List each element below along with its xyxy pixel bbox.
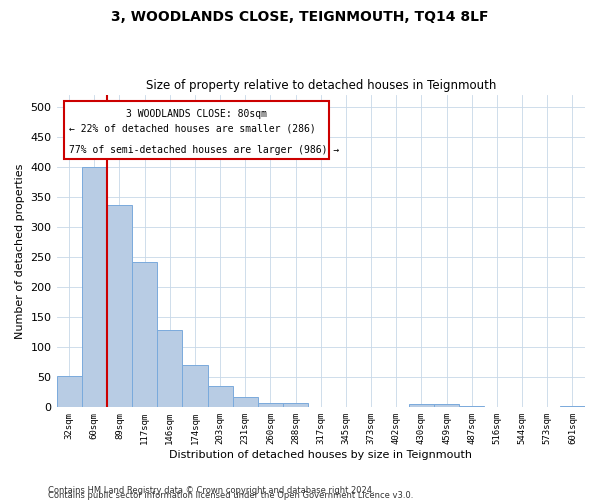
Bar xyxy=(56,376,82,408)
Bar xyxy=(182,365,208,408)
Bar xyxy=(208,386,233,407)
Bar xyxy=(459,406,484,407)
Bar xyxy=(82,166,107,408)
Bar xyxy=(258,402,283,407)
FancyBboxPatch shape xyxy=(64,101,329,158)
Title: Size of property relative to detached houses in Teignmouth: Size of property relative to detached ho… xyxy=(146,79,496,92)
Y-axis label: Number of detached properties: Number of detached properties xyxy=(15,164,25,338)
Bar xyxy=(107,204,132,408)
Bar xyxy=(560,406,585,407)
Text: Contains public sector information licensed under the Open Government Licence v3: Contains public sector information licen… xyxy=(48,491,413,500)
Text: Contains HM Land Registry data © Crown copyright and database right 2024.: Contains HM Land Registry data © Crown c… xyxy=(48,486,374,495)
Bar xyxy=(283,402,308,407)
Bar xyxy=(233,397,258,407)
Bar xyxy=(434,404,459,407)
Text: ← 22% of detached houses are smaller (286): ← 22% of detached houses are smaller (28… xyxy=(68,124,316,134)
X-axis label: Distribution of detached houses by size in Teignmouth: Distribution of detached houses by size … xyxy=(169,450,472,460)
Bar xyxy=(157,330,182,407)
Text: 3, WOODLANDS CLOSE, TEIGNMOUTH, TQ14 8LF: 3, WOODLANDS CLOSE, TEIGNMOUTH, TQ14 8LF xyxy=(111,10,489,24)
Bar xyxy=(409,404,434,407)
Text: 77% of semi-detached houses are larger (986) →: 77% of semi-detached houses are larger (… xyxy=(68,145,339,155)
Bar xyxy=(132,262,157,408)
Text: 3 WOODLANDS CLOSE: 80sqm: 3 WOODLANDS CLOSE: 80sqm xyxy=(126,108,267,118)
